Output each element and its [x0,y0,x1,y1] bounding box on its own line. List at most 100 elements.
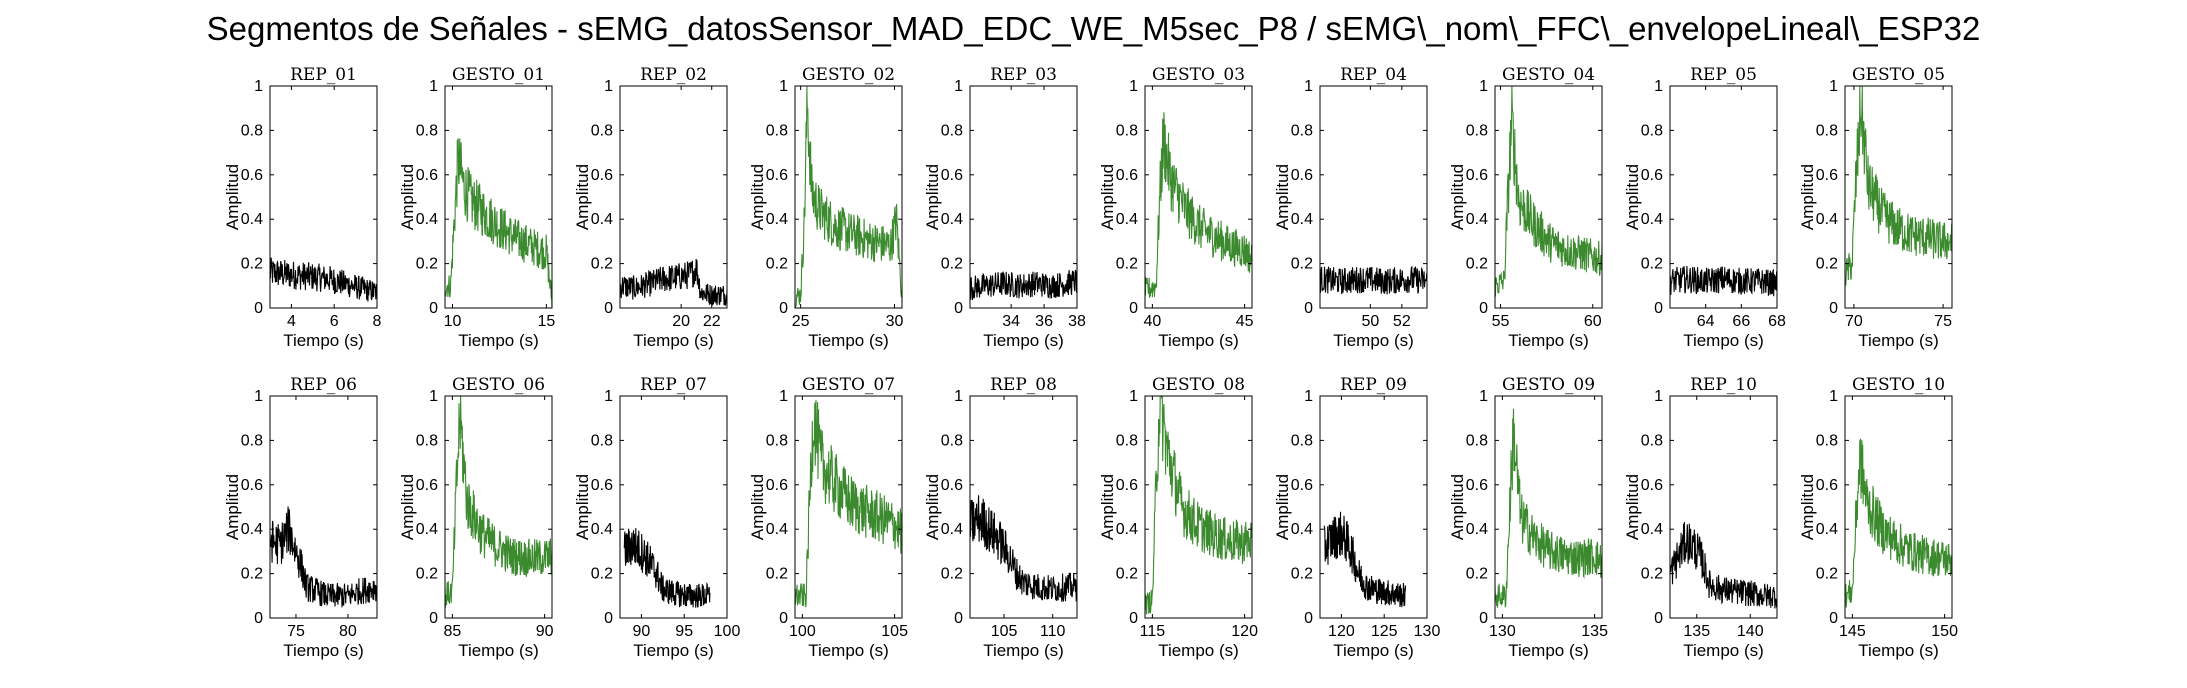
x-tick-label: 115 [1140,623,1166,640]
axes-box [269,85,378,309]
subplot-title: REP_09 [1340,375,1407,395]
y-axis-label: Amplitud [223,164,242,230]
y-axis-label: Amplitud [223,474,242,540]
y-tick-label: 0 [954,300,963,317]
y-tick-label: 1 [1654,78,1663,95]
x-tick-label: 75 [287,623,305,640]
subplot-gesto-08: 0 0.2 0.4 0.6 0.8 1 115 120 GESTO_08 Tiempo (s) Am… [1098,375,1258,660]
series-line [269,506,378,608]
subplot-title: GESTO_07 [802,375,895,395]
x-axis-label: Tiempo (s) [1858,641,1939,660]
y-tick-label: 0.2 [766,566,788,583]
series-line [969,495,1078,602]
y-tick-label: 1 [1129,388,1138,405]
axes-box [1669,395,1778,619]
y-tick-label: 0 [1829,610,1838,627]
y-tick-label: 1 [1304,388,1313,405]
y-tick-label: 0.2 [766,256,788,273]
y-tick-label: 0.6 [416,477,438,494]
x-tick-label: 20 [672,313,690,330]
y-tick-label: 0.2 [1641,256,1663,273]
figure-title: Segmentos de Señales - sEMG_datosSensor_… [206,10,1981,47]
y-axis-label: Amplitud [398,164,417,230]
x-axis-label: Tiempo (s) [808,331,889,350]
x-tick-label: 6 [330,313,339,330]
x-axis-label: Tiempo (s) [1683,641,1764,660]
series-line [619,258,728,306]
x-tick-label: 85 [443,623,461,640]
x-tick-label: 40 [1143,313,1161,330]
x-tick-label: 68 [1768,313,1786,330]
y-tick-label: 0.4 [1116,211,1138,228]
y-axis-label: Amplitud [1098,164,1117,230]
subplot-rep-04: 0 0.2 0.4 0.6 0.8 1 50 52 REP_04 Tiempo (s) Amplit… [1273,65,1428,350]
x-tick-label: 36 [1035,313,1053,330]
subplot-title: GESTO_09 [1502,375,1595,395]
subplot-title: GESTO_01 [452,65,545,85]
y-tick-label: 0 [779,300,788,317]
subplot-rep-02: 0 0.2 0.4 0.6 0.8 1 20 22 REP_02 Tiempo (s) Amplit… [573,65,728,350]
subplot-title: GESTO_08 [1152,375,1245,395]
subplot-title: REP_06 [290,375,357,395]
y-tick-label: 0.6 [941,167,963,184]
y-tick-label: 0.8 [591,432,613,449]
y-tick-label: 1 [1479,78,1488,95]
subplot-rep-09: 0 0.2 0.4 0.6 0.8 1 120 125 130 REP_09 Tiempo (s) A… [1273,375,1440,660]
axes-box [444,85,553,309]
axes-box [1844,395,1953,619]
subplot-rep-08: 0 0.2 0.4 0.6 0.8 1 105 110 REP_08 Tiempo (s) Ampl… [923,375,1078,660]
x-tick-label: 75 [1934,313,1952,330]
y-tick-label: 0.4 [1816,521,1838,538]
x-axis-label: Tiempo (s) [1508,331,1589,350]
y-tick-label: 0 [604,610,613,627]
y-tick-label: 0.8 [1291,122,1313,139]
y-tick-label: 1 [779,388,788,405]
y-tick-label: 0.6 [1466,477,1488,494]
x-tick-label: 150 [1931,623,1958,640]
x-tick-label: 120 [1328,623,1355,640]
subplot-gesto-07: 0 0.2 0.4 0.6 0.8 1 100 105 GESTO_07 Tiempo (s) Am… [748,375,908,660]
axes-box [1494,395,1603,619]
y-tick-label: 0 [429,300,438,317]
y-tick-label: 0 [1304,610,1313,627]
subplot-rep-10: 0 0.2 0.4 0.6 0.8 1 135 140 REP_10 Tiempo (s) Ampl… [1623,375,1778,660]
y-tick-label: 0.4 [1641,211,1663,228]
y-tick-label: 1 [254,78,263,95]
y-axis-label: Amplitud [1448,474,1467,540]
y-tick-label: 0.4 [591,521,613,538]
y-tick-label: 0 [954,610,963,627]
y-tick-label: 0.6 [241,167,263,184]
x-axis-label: Tiempo (s) [983,641,1064,660]
series-line [1844,438,1953,608]
x-tick-label: 10 [444,313,462,330]
x-tick-label: 50 [1361,313,1379,330]
y-tick-label: 0.6 [1466,167,1488,184]
x-tick-label: 30 [886,313,904,330]
y-tick-label: 0.2 [241,256,263,273]
y-tick-label: 0.4 [1116,521,1138,538]
series-line [969,268,1078,301]
y-tick-label: 0.6 [1116,477,1138,494]
x-axis-label: Tiempo (s) [458,331,539,350]
y-tick-label: 0.8 [241,122,263,139]
x-axis-label: Tiempo (s) [283,331,364,350]
y-tick-label: 0.6 [1291,477,1313,494]
subplot-title: REP_04 [1340,65,1407,85]
series-line [794,85,903,309]
x-axis-label: Tiempo (s) [458,641,539,660]
axes-box [969,395,1078,619]
subplot-rep-03: 0 0.2 0.4 0.6 0.8 1 34 36 38 REP_03 Tiempo (s) Ampl… [923,65,1086,350]
y-tick-label: 0.8 [941,432,963,449]
y-tick-label: 0.8 [941,122,963,139]
y-tick-label: 1 [954,78,963,95]
y-axis-label: Amplitud [573,474,592,540]
y-tick-label: 1 [1129,78,1138,95]
y-tick-label: 1 [1479,388,1488,405]
x-tick-label: 105 [881,623,908,640]
y-tick-label: 0.2 [1641,566,1663,583]
x-tick-label: 145 [1839,623,1866,640]
y-tick-label: 0.2 [1466,256,1488,273]
y-tick-label: 0.8 [1816,122,1838,139]
y-tick-label: 0.4 [416,211,438,228]
y-tick-label: 1 [779,78,788,95]
